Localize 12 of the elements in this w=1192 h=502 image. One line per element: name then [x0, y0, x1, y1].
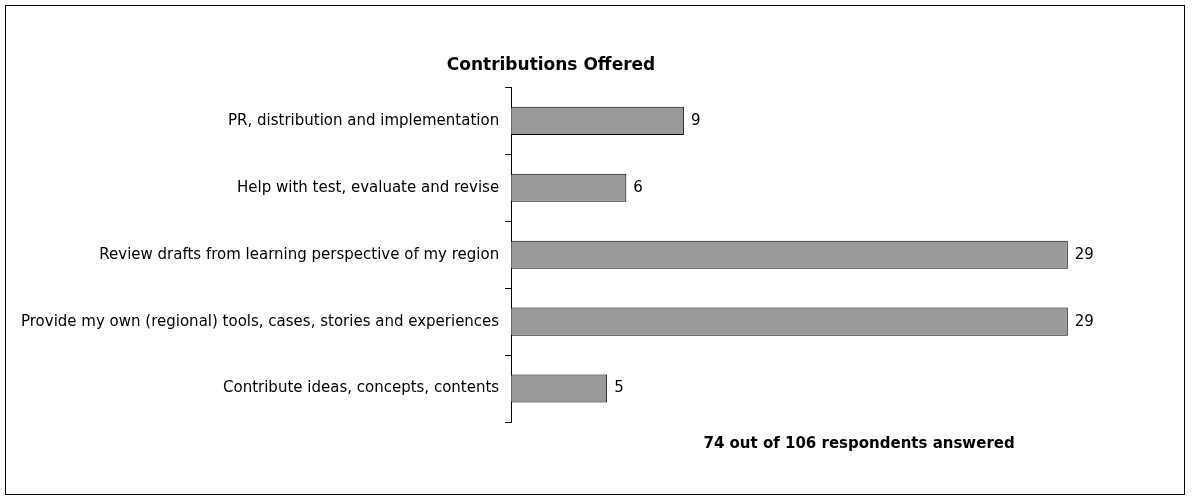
- y-tick-label: Contribute ideas, concepts, contents: [223, 378, 500, 397]
- y-tick-label: Provide my own (regional) tools, cases, stories and experiences: [21, 311, 500, 330]
- data-label: 5: [614, 378, 624, 397]
- data-label: 29: [1074, 244, 1094, 263]
- data-label: 29: [1074, 311, 1094, 330]
- data-label: 6: [633, 177, 643, 196]
- y-tick-label: PR, distribution and implementation: [228, 110, 500, 129]
- text: 74 out of 106 respondents answered: [703, 433, 1015, 452]
- y-tick-label: Help with test, evaluate and revise: [237, 177, 500, 196]
- data-label: 9: [690, 110, 701, 129]
- y-tick-label: Review drafts from learning perspective of my region: [99, 244, 500, 263]
- chart-title: Contributions Offered: [446, 53, 656, 74]
